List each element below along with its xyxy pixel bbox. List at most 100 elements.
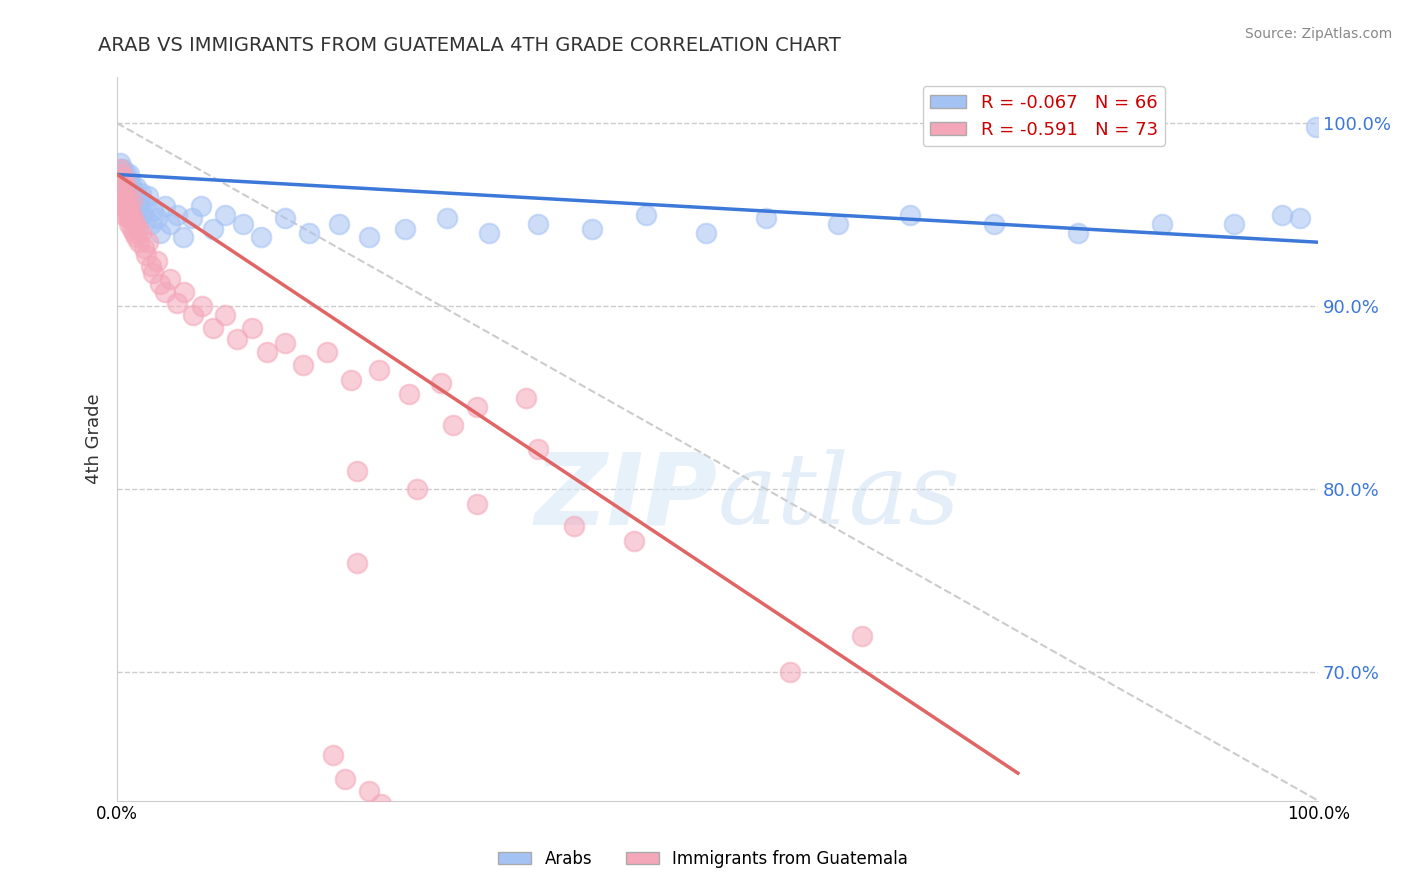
Point xyxy=(112,198,135,212)
Point xyxy=(634,208,657,222)
Point xyxy=(129,186,152,200)
Point xyxy=(1305,120,1327,134)
Point xyxy=(138,189,160,203)
Point xyxy=(240,321,263,335)
Point xyxy=(581,222,603,236)
Point xyxy=(112,161,135,176)
Text: Source: ZipAtlas.com: Source: ZipAtlas.com xyxy=(1244,27,1392,41)
Point xyxy=(112,193,135,207)
Point xyxy=(159,272,181,286)
Text: atlas: atlas xyxy=(717,450,960,544)
Point xyxy=(108,156,131,170)
Point xyxy=(191,299,214,313)
Point xyxy=(406,815,429,830)
Point xyxy=(108,161,131,176)
Point xyxy=(112,175,135,189)
Point xyxy=(115,204,138,219)
Point xyxy=(983,217,1005,231)
Point xyxy=(111,189,134,203)
Point xyxy=(370,797,392,812)
Point xyxy=(180,211,202,226)
Point xyxy=(359,229,381,244)
Point xyxy=(562,519,585,533)
Point xyxy=(142,266,165,280)
Point xyxy=(467,497,489,511)
Point xyxy=(159,217,181,231)
Point xyxy=(172,229,194,244)
Point xyxy=(250,229,273,244)
Point xyxy=(443,418,465,433)
Point xyxy=(827,217,849,231)
Point xyxy=(316,345,339,359)
Point xyxy=(202,321,225,335)
Point xyxy=(124,193,146,207)
Point xyxy=(146,211,169,226)
Point xyxy=(274,211,297,226)
Point xyxy=(181,309,204,323)
Point xyxy=(112,208,135,222)
Point xyxy=(322,747,344,762)
Point xyxy=(335,772,357,786)
Text: ZIP: ZIP xyxy=(534,449,717,545)
Point xyxy=(1223,217,1246,231)
Point xyxy=(149,277,172,292)
Point xyxy=(359,784,381,798)
Point xyxy=(114,180,136,194)
Point xyxy=(202,222,225,236)
Legend: R = -0.067   N = 66, R = -0.591   N = 73: R = -0.067 N = 66, R = -0.591 N = 73 xyxy=(922,87,1166,146)
Point xyxy=(398,387,420,401)
Point xyxy=(128,235,150,250)
Legend: Arabs, Immigrants from Guatemala: Arabs, Immigrants from Guatemala xyxy=(491,844,915,875)
Point xyxy=(121,211,143,226)
Point xyxy=(120,204,142,219)
Point xyxy=(132,198,155,212)
Point xyxy=(368,363,391,377)
Point xyxy=(118,208,141,222)
Point xyxy=(695,226,717,240)
Point xyxy=(112,171,135,186)
Y-axis label: 4th Grade: 4th Grade xyxy=(86,393,103,484)
Point xyxy=(115,189,138,203)
Point xyxy=(120,211,142,226)
Point xyxy=(190,198,212,212)
Point xyxy=(132,241,155,255)
Point xyxy=(1150,217,1173,231)
Point xyxy=(478,226,501,240)
Point xyxy=(135,248,157,262)
Point xyxy=(129,226,152,240)
Point xyxy=(256,345,278,359)
Point xyxy=(851,629,873,643)
Point xyxy=(214,208,236,222)
Point xyxy=(122,226,145,240)
Point xyxy=(346,556,368,570)
Point xyxy=(110,175,132,189)
Point xyxy=(125,229,148,244)
Point xyxy=(121,180,143,194)
Point xyxy=(128,211,150,226)
Point xyxy=(129,198,152,212)
Point xyxy=(121,193,143,207)
Point xyxy=(117,211,139,226)
Point xyxy=(346,464,368,478)
Point xyxy=(115,193,138,207)
Point xyxy=(394,808,416,822)
Point xyxy=(139,259,162,273)
Point xyxy=(166,208,188,222)
Point xyxy=(111,175,134,189)
Point xyxy=(124,217,146,231)
Point xyxy=(118,168,141,182)
Point xyxy=(125,204,148,219)
Point xyxy=(394,222,416,236)
Point xyxy=(155,198,177,212)
Point xyxy=(226,332,249,346)
Point xyxy=(340,372,363,386)
Point xyxy=(114,186,136,200)
Point xyxy=(110,168,132,182)
Point xyxy=(149,226,172,240)
Point xyxy=(135,211,157,226)
Point xyxy=(125,180,148,194)
Point xyxy=(298,226,321,240)
Point xyxy=(120,175,142,189)
Point xyxy=(114,189,136,203)
Text: ARAB VS IMMIGRANTS FROM GUATEMALA 4TH GRADE CORRELATION CHART: ARAB VS IMMIGRANTS FROM GUATEMALA 4TH GR… xyxy=(98,36,841,54)
